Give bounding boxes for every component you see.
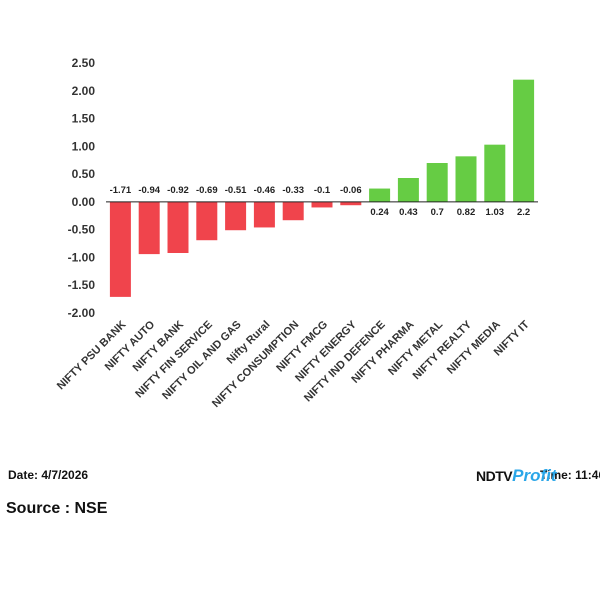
y-tick-label: 2.50 (72, 56, 96, 70)
source-label: Source : NSE (6, 500, 108, 517)
bar (340, 201, 362, 206)
data-label: 2.2 (517, 207, 530, 218)
data-label: -0.46 (254, 185, 276, 196)
data-label: -0.1 (314, 185, 331, 196)
logo-profit-text: Profit (512, 466, 557, 485)
bar (196, 201, 218, 241)
data-label: 0.43 (399, 207, 418, 218)
bar (167, 201, 189, 253)
data-label: -1.71 (110, 185, 132, 196)
logo-ndtv-text: NDTV (476, 468, 513, 484)
y-axis: 2.50 2.00 1.50 1.00 0.50 0.00 -0.50 -1.00 -1.50 -… (68, 56, 96, 320)
y-tick-label: -0.50 (68, 223, 96, 237)
data-label: -0.33 (282, 185, 304, 196)
bar (455, 156, 477, 202)
bar (369, 188, 391, 202)
bar (426, 163, 448, 202)
ndtv-profit-logo: NDTVProfit (476, 466, 557, 486)
y-tick-label: -1.00 (68, 250, 96, 264)
data-label: -0.69 (196, 185, 218, 196)
bar (282, 201, 304, 221)
y-tick-label: -2.00 (68, 306, 96, 320)
bar (225, 201, 247, 231)
bar (138, 201, 160, 255)
time-label: Time: 11:46 (540, 468, 600, 482)
bar (109, 201, 131, 297)
data-label: -0.94 (138, 185, 160, 196)
y-tick-label: 0.00 (72, 195, 96, 209)
y-tick-label: 0.50 (72, 167, 96, 181)
bar (513, 79, 535, 202)
bar (484, 144, 506, 202)
data-label: 1.03 (486, 207, 505, 218)
data-label: -0.51 (225, 185, 247, 196)
y-tick-label: 2.00 (72, 84, 96, 98)
sector-bar-chart: 2.50 2.00 1.50 1.00 0.50 0.00 -0.50 -1.00 -1.50 -… (55, 56, 538, 410)
data-label: 0.82 (457, 207, 476, 218)
bar (397, 178, 419, 202)
bar (253, 201, 275, 228)
bar (311, 201, 333, 208)
data-label: -0.06 (340, 185, 362, 196)
y-tick-label: 1.00 (72, 139, 96, 153)
data-labels: -1.71 -0.94 -0.92 -0.69 -0.51 -0.46 -0.33 -0.1-… (110, 185, 531, 218)
y-tick-label: -1.50 (68, 278, 96, 292)
bars (106, 79, 538, 297)
y-tick-label: 1.50 (72, 112, 96, 126)
data-label: -0.92 (167, 185, 189, 196)
data-label: 0.24 (370, 207, 389, 218)
date-label: Date: 4/7/2026 (8, 468, 89, 482)
data-label: 0.7 (431, 207, 444, 218)
